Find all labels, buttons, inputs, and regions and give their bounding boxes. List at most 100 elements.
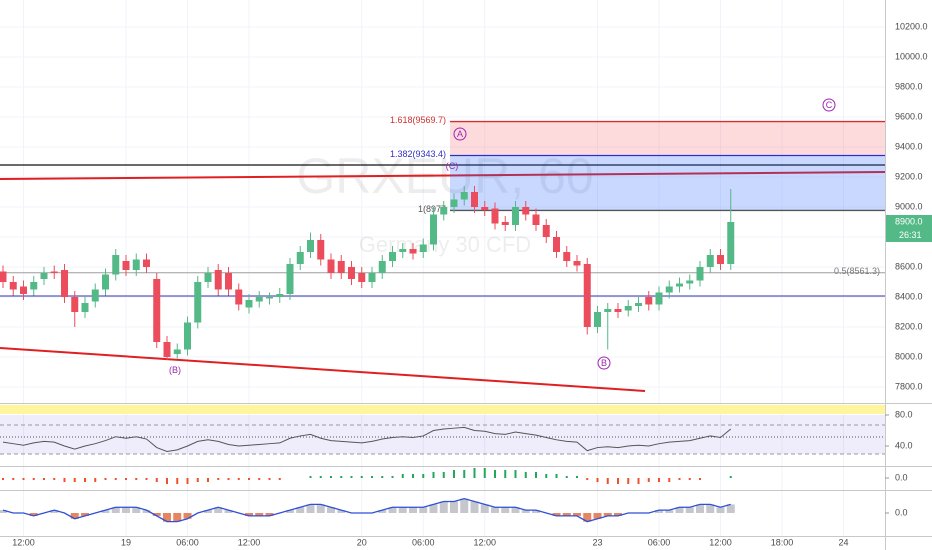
- candle-body: [717, 255, 724, 264]
- wave-label: (C): [446, 161, 459, 171]
- wave-label: C: [826, 100, 833, 110]
- candle-body: [61, 270, 68, 297]
- oscillator-bar: [398, 507, 407, 513]
- oscillator-bar: [573, 513, 581, 516]
- candle-body: [81, 303, 89, 312]
- candle-body: [460, 192, 468, 200]
- histogram-bar: [504, 470, 507, 478]
- y-tick-label: 9000.0: [895, 201, 923, 211]
- oscillator-bar: [583, 513, 592, 522]
- histogram-bar: [442, 472, 445, 478]
- candle-body: [132, 259, 140, 270]
- histogram-bar: [473, 468, 476, 478]
- oscillator-bar: [562, 513, 571, 516]
- candle-body: [389, 252, 396, 261]
- x-tick-label: 12:00: [473, 537, 496, 547]
- histogram-bar: [432, 472, 435, 478]
- oscillator-line: [2, 497, 731, 523]
- candle-body: [112, 255, 120, 275]
- candle-body: [20, 286, 27, 294]
- histogram-bar: [145, 478, 148, 480]
- oscillator-bar: [470, 501, 479, 513]
- histogram-bar: [555, 474, 558, 478]
- histogram-bar: [135, 478, 138, 480]
- wave-circle: [453, 127, 467, 141]
- y-tick-label: 8200.0: [895, 321, 923, 331]
- candle-body: [358, 273, 366, 282]
- histogram-bar: [453, 470, 455, 478]
- histogram-bar: [606, 478, 609, 484]
- candle-body: [368, 273, 376, 282]
- histogram-bar: [678, 478, 681, 480]
- histogram-bar: [381, 476, 384, 478]
- histogram-bar: [330, 476, 332, 478]
- oscillator-bar: [101, 510, 110, 513]
- oscillator-bar: [286, 510, 294, 513]
- histogram-bar: [2, 478, 4, 480]
- oscillator-bar: [665, 510, 674, 513]
- y-tick-label: 9200.0: [895, 171, 923, 181]
- histogram-bar: [166, 478, 168, 484]
- histogram-bar: [94, 478, 97, 482]
- oscillator-bar: [439, 501, 448, 513]
- histogram-bar: [84, 478, 86, 482]
- oscillator-bar: [296, 507, 305, 513]
- candle-body: [706, 255, 714, 267]
- countdown: 26:31: [899, 230, 922, 240]
- oscillator-bar: [521, 510, 530, 513]
- candle-body: [727, 222, 735, 264]
- y-tick-label: 80.0: [895, 409, 913, 419]
- histogram-bar: [237, 478, 240, 480]
- oscillator-bar: [163, 513, 171, 522]
- histogram-bar: [729, 476, 732, 478]
- candle-body: [635, 303, 642, 306]
- last-price-label: 8900.0: [895, 216, 923, 226]
- wave-circle: [822, 98, 836, 112]
- candle-body: [532, 214, 540, 225]
- oscillator-bar: [614, 513, 622, 516]
- candle-body: [614, 309, 622, 312]
- histogram-bar: [412, 474, 414, 478]
- oscillator-bar: [152, 513, 161, 516]
- oscillator-bar: [655, 510, 663, 513]
- candle-body: [225, 273, 232, 290]
- candle-body: [573, 261, 581, 266]
- x-tick-label: 12:00: [238, 537, 261, 547]
- candle-body: [696, 267, 704, 281]
- fib-label: 1(8977: [418, 204, 446, 214]
- x-tick-label: 12:00: [709, 537, 732, 547]
- oscillator-bar: [429, 504, 438, 513]
- countdown-box: [886, 229, 932, 242]
- histogram-bar: [371, 476, 373, 478]
- candle-body: [50, 271, 58, 273]
- histogram-bar: [524, 472, 527, 478]
- candle-body: [9, 282, 17, 290]
- oscillator-bar: [378, 510, 387, 513]
- oscillator-bar: [122, 507, 130, 513]
- histogram-bar: [309, 476, 312, 478]
- histogram-bar: [278, 478, 281, 480]
- y-tick-label: 9600.0: [895, 111, 923, 121]
- indicator-line: [2, 426, 732, 452]
- histogram-bar: [483, 468, 486, 478]
- candle-body: [245, 300, 253, 308]
- oscillator-bar: [337, 510, 346, 513]
- histogram-bar: [494, 470, 496, 478]
- oscillator-bar: [204, 510, 212, 513]
- candle-body: [604, 309, 612, 312]
- histogram-bar: [463, 470, 466, 478]
- histogram-bar: [565, 476, 568, 478]
- oscillator-bar: [111, 507, 120, 513]
- histogram-bar: [340, 476, 343, 478]
- oscillator-bar: [70, 513, 79, 519]
- candle-body: [471, 192, 478, 207]
- wave-circle: [597, 356, 611, 370]
- histogram-bar: [360, 476, 363, 478]
- candle-body: [0, 271, 7, 282]
- oscillator-bar: [245, 513, 253, 516]
- x-tick-label: 20: [357, 537, 367, 547]
- oscillator-bar: [214, 507, 223, 513]
- histogram-bar: [176, 478, 179, 484]
- histogram-bar: [596, 478, 599, 482]
